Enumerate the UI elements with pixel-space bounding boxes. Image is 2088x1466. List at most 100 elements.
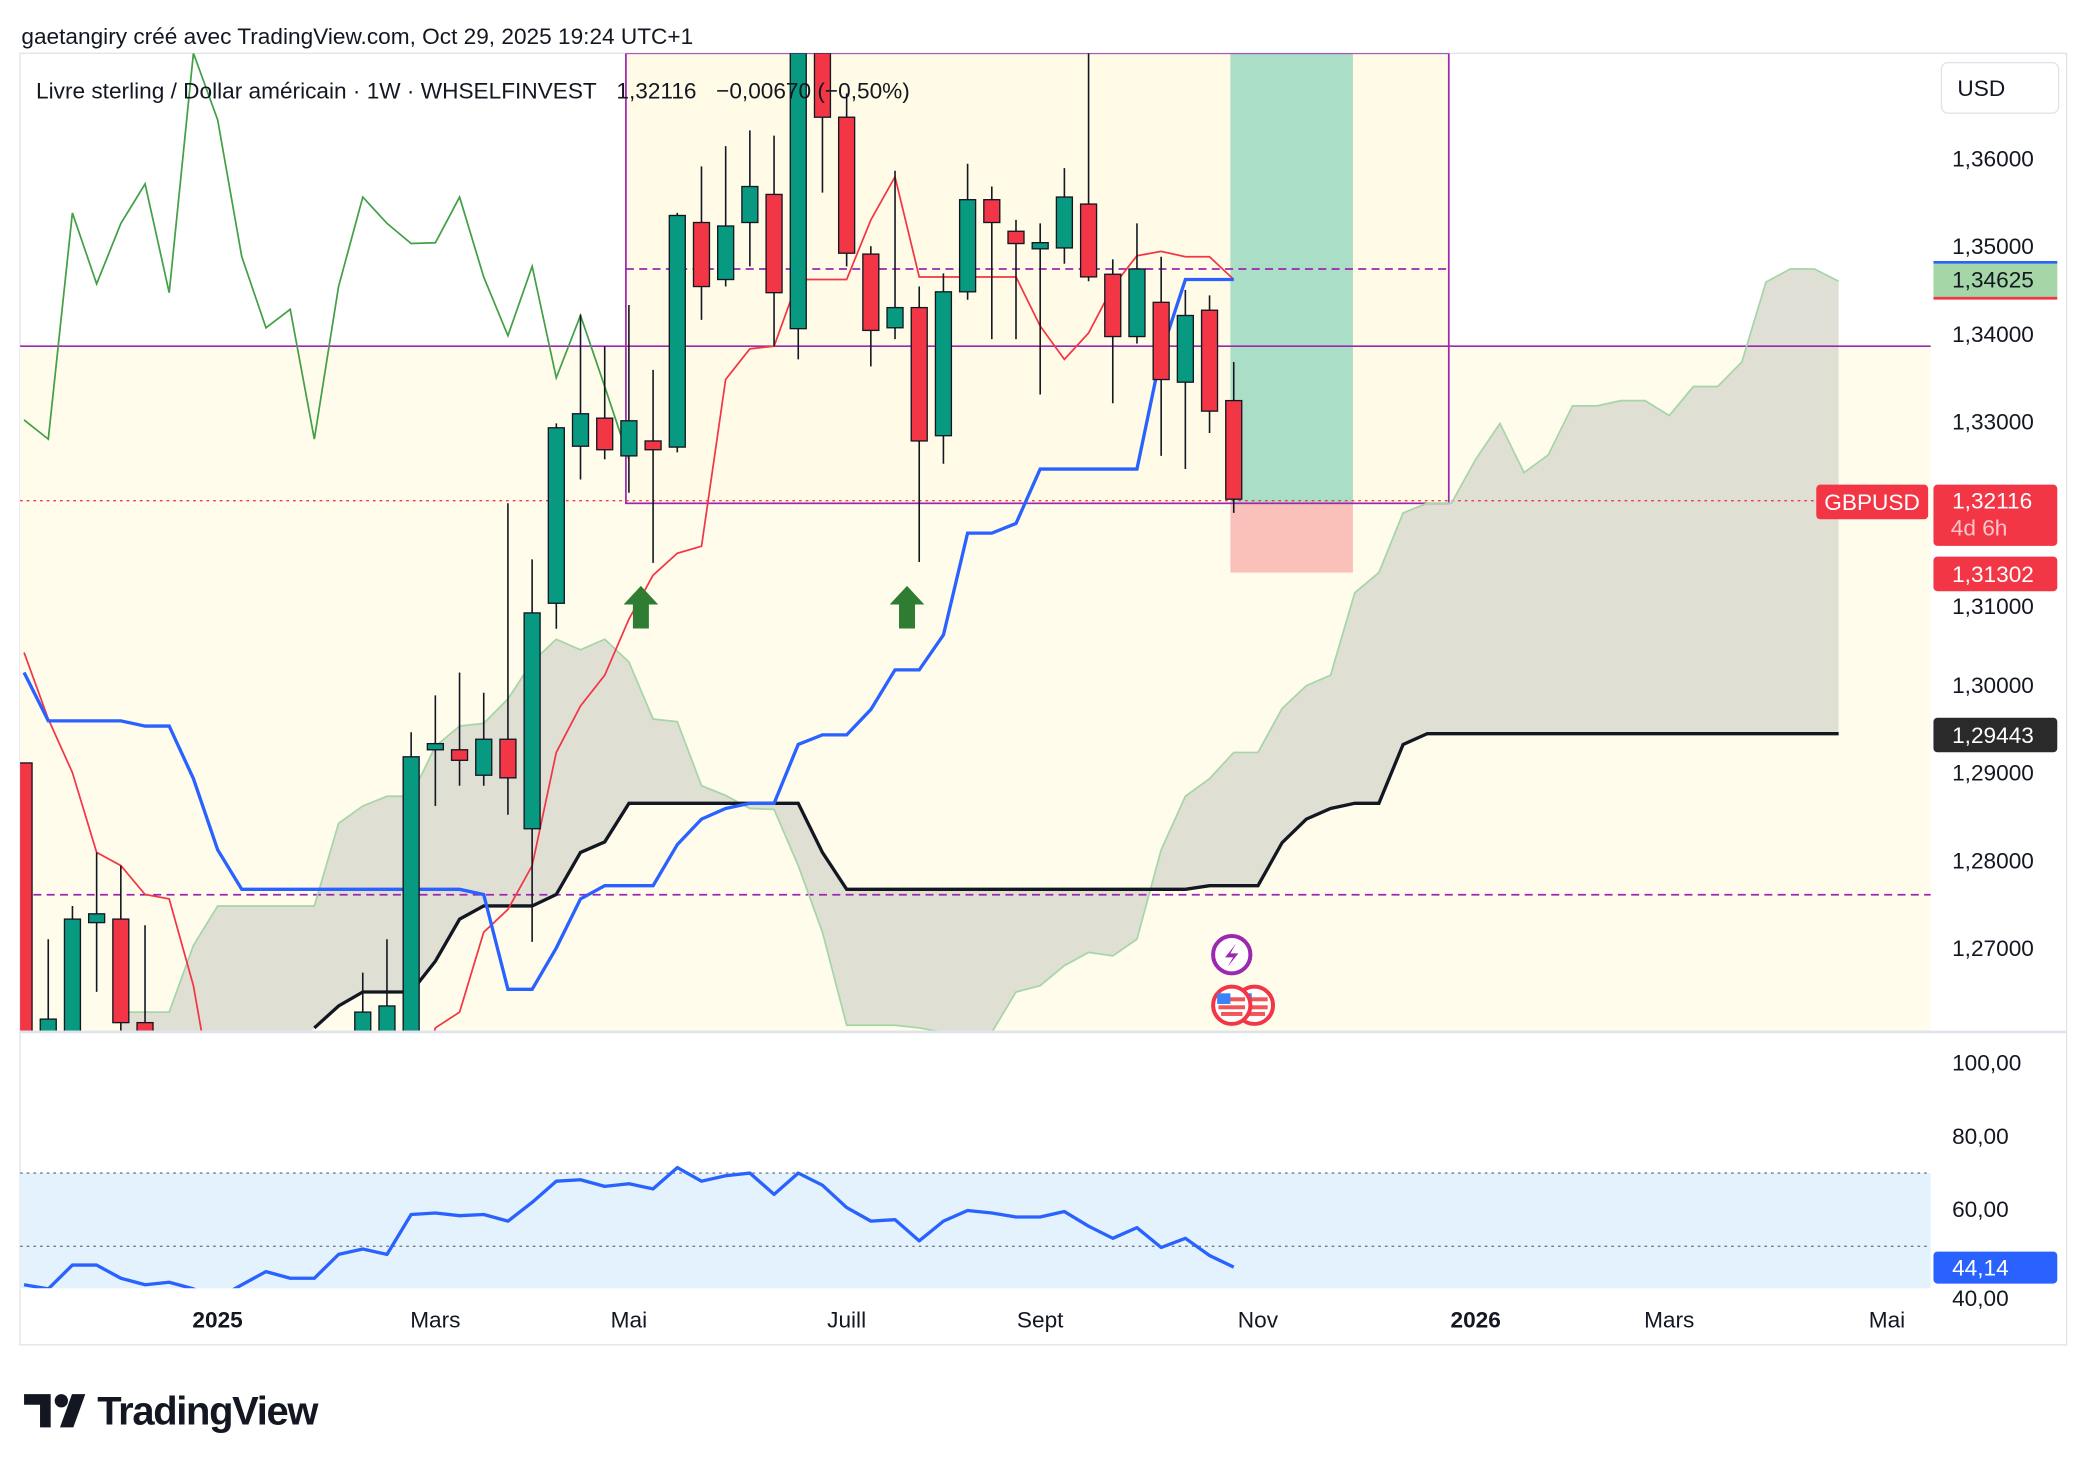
main-pane[interactable]: Livre sterling / Dollar américain · 1W ·… [16, 53, 1931, 1123]
candle[interactable] [765, 135, 783, 347]
candle-body [20, 762, 33, 1031]
candle[interactable] [958, 163, 977, 300]
candle-body [475, 738, 493, 776]
candle[interactable] [837, 93, 856, 267]
candle[interactable] [789, 53, 807, 360]
candle[interactable] [354, 972, 372, 1080]
candle[interactable] [1079, 53, 1098, 282]
candle[interactable] [620, 304, 638, 493]
candle[interactable] [1031, 223, 1049, 395]
candle[interactable] [378, 939, 396, 1079]
pane-separator[interactable] [20, 1030, 2067, 1034]
position-stop-zone[interactable] [1230, 503, 1353, 573]
rsi-tick-label: 100,00 [1952, 1051, 2021, 1076]
price-tick-label: 1,35000 [1952, 234, 2034, 259]
price-axis[interactable]: 1,36000 1,35000 1,34000 1,33000 1,31000 1,300… [1952, 146, 2034, 961]
candle[interactable] [523, 559, 541, 942]
candle[interactable] [644, 369, 662, 563]
rsi-line[interactable] [23, 1165, 1235, 1299]
candle-body [87, 913, 106, 924]
candle[interactable] [63, 905, 82, 1124]
senkou-span-a-line[interactable] [120, 268, 1840, 1032]
target-price-label: 1,34625 [1933, 260, 2058, 300]
symbol-price-label: GBPUSD [1816, 484, 1929, 520]
price-tick-label: 1,34000 [1952, 322, 2034, 347]
rsi-tick-label: 80,00 [1952, 1124, 2009, 1149]
candle-body [692, 221, 711, 288]
candle[interactable] [1225, 361, 1243, 513]
rsi-value-label: 44,14 [1933, 1251, 2058, 1284]
candle-body [571, 413, 590, 447]
candle[interactable] [499, 503, 517, 815]
candle[interactable] [450, 672, 469, 786]
price-tick-label: 1,33000 [1952, 410, 2034, 435]
range-box[interactable] [625, 53, 1450, 505]
candle[interactable] [87, 852, 106, 992]
candle[interactable] [1200, 295, 1219, 434]
candle[interactable] [983, 186, 1001, 340]
time-tick-label: Mai [1869, 1308, 1905, 1333]
tenkan-sen-line[interactable] [23, 174, 1235, 1124]
candle[interactable] [39, 939, 57, 1123]
candle[interactable] [571, 314, 590, 480]
candle-body [136, 1021, 154, 1031]
candle-body [450, 749, 469, 761]
time-tick-label: Juill [827, 1308, 866, 1333]
chikou-span-line[interactable] [23, 53, 630, 460]
candle-body [63, 918, 82, 1031]
kijun-sen-line[interactable] [22, 277, 1234, 991]
candle[interactable] [475, 692, 493, 786]
candle[interactable] [112, 865, 130, 1033]
price-tick-label: 1,29000 [1952, 761, 2034, 786]
candle[interactable] [717, 146, 735, 287]
candle[interactable] [813, 53, 832, 193]
candle[interactable] [402, 732, 420, 1079]
legend-last-price: 1,32116 [616, 79, 696, 104]
candle[interactable] [1007, 219, 1025, 340]
us-flag-event-icon[interactable] [1211, 984, 1253, 1026]
candle-body [112, 918, 130, 1024]
currency-button[interactable]: USD [1940, 61, 2060, 114]
candle[interactable] [596, 346, 614, 460]
candle-body [1176, 314, 1195, 383]
candle[interactable] [1152, 256, 1170, 456]
event-lightning-icon[interactable] [1211, 934, 1253, 976]
candle[interactable] [1176, 290, 1195, 470]
position-target-zone[interactable] [1230, 53, 1353, 504]
candle-body [886, 306, 904, 329]
candle[interactable] [1128, 223, 1146, 344]
current-price-label: 1,32116 4d 6h [1933, 484, 2058, 546]
candle[interactable] [910, 286, 928, 563]
candle-body [813, 53, 832, 118]
candle[interactable] [886, 170, 904, 340]
price-tick-label: 1,27000 [1952, 936, 2034, 961]
time-axis[interactable]: 2025 Mars Mai Juill Sept Nov 2026 Mars Mai [192, 1308, 1905, 1333]
candle[interactable] [668, 212, 686, 453]
symbol-legend[interactable]: Livre sterling / Dollar américain · 1W ·… [36, 79, 910, 104]
candle[interactable] [741, 130, 759, 267]
candle[interactable] [934, 273, 953, 464]
candle-body [910, 306, 928, 442]
rsi-axis[interactable]: 100,00 80,00 60,00 40,00 [1952, 1051, 2021, 1312]
candle[interactable] [426, 695, 445, 806]
candle-body [426, 742, 445, 751]
candle-body [523, 612, 541, 830]
candle-body [958, 199, 977, 293]
candle[interactable] [16, 762, 33, 1124]
candle[interactable] [1055, 168, 1074, 264]
senkou-span-b-line[interactable] [313, 732, 1839, 1030]
logo-text: TradingView [97, 1390, 319, 1434]
tradingview-logo[interactable]: TradingView [24, 1390, 321, 1434]
rsi-pane[interactable] [20, 1165, 1931, 1320]
candle[interactable] [1104, 259, 1122, 404]
buy-signal-arrow-icon [623, 585, 659, 629]
legend-change: −0,00670 (−0,50%) [716, 79, 910, 104]
candle[interactable] [136, 925, 154, 1123]
time-tick-label: Sept [1017, 1308, 1064, 1333]
candle[interactable] [692, 166, 711, 320]
candle-body [789, 53, 807, 330]
candle[interactable] [862, 246, 880, 367]
candle[interactable] [547, 423, 565, 629]
candle-body [499, 738, 517, 779]
